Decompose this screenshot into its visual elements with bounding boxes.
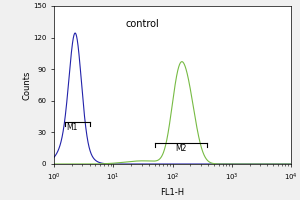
- Text: M2: M2: [175, 144, 187, 153]
- Text: M1: M1: [66, 123, 77, 132]
- Y-axis label: Counts: Counts: [22, 70, 32, 100]
- X-axis label: FL1-H: FL1-H: [160, 188, 184, 197]
- Text: control: control: [125, 19, 159, 29]
